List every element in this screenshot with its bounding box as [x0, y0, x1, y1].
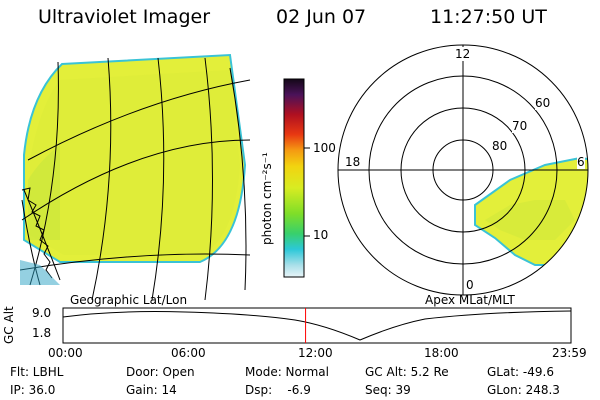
- coastline: [21, 187, 53, 279]
- apex-caption: Apex MLat/MLT: [425, 293, 515, 307]
- timeline-xtick-1800: 18:00: [424, 346, 459, 360]
- info-glon: GLon: 248.3: [487, 383, 560, 397]
- mlt-label-12: 12: [455, 47, 471, 61]
- info-mode: Mode: Normal: [245, 365, 329, 379]
- info-filter: Flt: LBHL: [10, 365, 64, 379]
- colorbar-tick-10: 10: [313, 228, 329, 242]
- timeline-xtick-0600: 06:00: [171, 346, 206, 360]
- timeline-xtick-2359: 23:59: [552, 346, 587, 360]
- info-gain: Gain: 14: [126, 383, 177, 397]
- info-seq: Seq: 39: [365, 383, 411, 397]
- info-dsp: Dsp: -6.9: [245, 383, 311, 397]
- altitude-curve: [62, 310, 572, 341]
- mlt-label-0: 0: [466, 278, 474, 292]
- colorbar-unit-label: photon cm⁻²s⁻¹: [260, 152, 274, 245]
- timeline-ytick-high: 9.0: [32, 306, 52, 320]
- mlat-label-60: 60: [535, 96, 551, 110]
- timeline-xtick-1200: 12:00: [298, 346, 333, 360]
- app-title: Ultraviolet Imager: [38, 6, 211, 28]
- polar-plot: [337, 44, 589, 296]
- geographic-image: [20, 53, 251, 301]
- info-gc-alt: GC Alt: 5.2 Re: [365, 365, 449, 379]
- date-label: 02 Jun 07: [276, 6, 367, 28]
- geographic-caption: Geographic Lat/Lon: [70, 293, 188, 307]
- info-ip: IP: 36.0: [10, 383, 56, 397]
- colorbar: [283, 78, 310, 278]
- mlt-label-6: 6: [577, 155, 585, 169]
- timeline-xtick-0000: 00:00: [48, 346, 83, 360]
- colorbar-tick-100: 100: [313, 141, 336, 155]
- timeline-ytick-low: 1.8: [32, 326, 52, 340]
- info-door: Door: Open: [126, 365, 195, 379]
- info-glat: GLat: -49.6: [487, 365, 554, 379]
- mlat-label-70: 70: [512, 119, 528, 133]
- timeline-ylabel: GC Alt: [2, 306, 16, 344]
- mlat-label-80: 80: [492, 139, 508, 153]
- mlt-label-18: 18: [345, 155, 361, 169]
- timeline-plot: [62, 307, 572, 344]
- time-label: 11:27:50 UT: [430, 6, 547, 28]
